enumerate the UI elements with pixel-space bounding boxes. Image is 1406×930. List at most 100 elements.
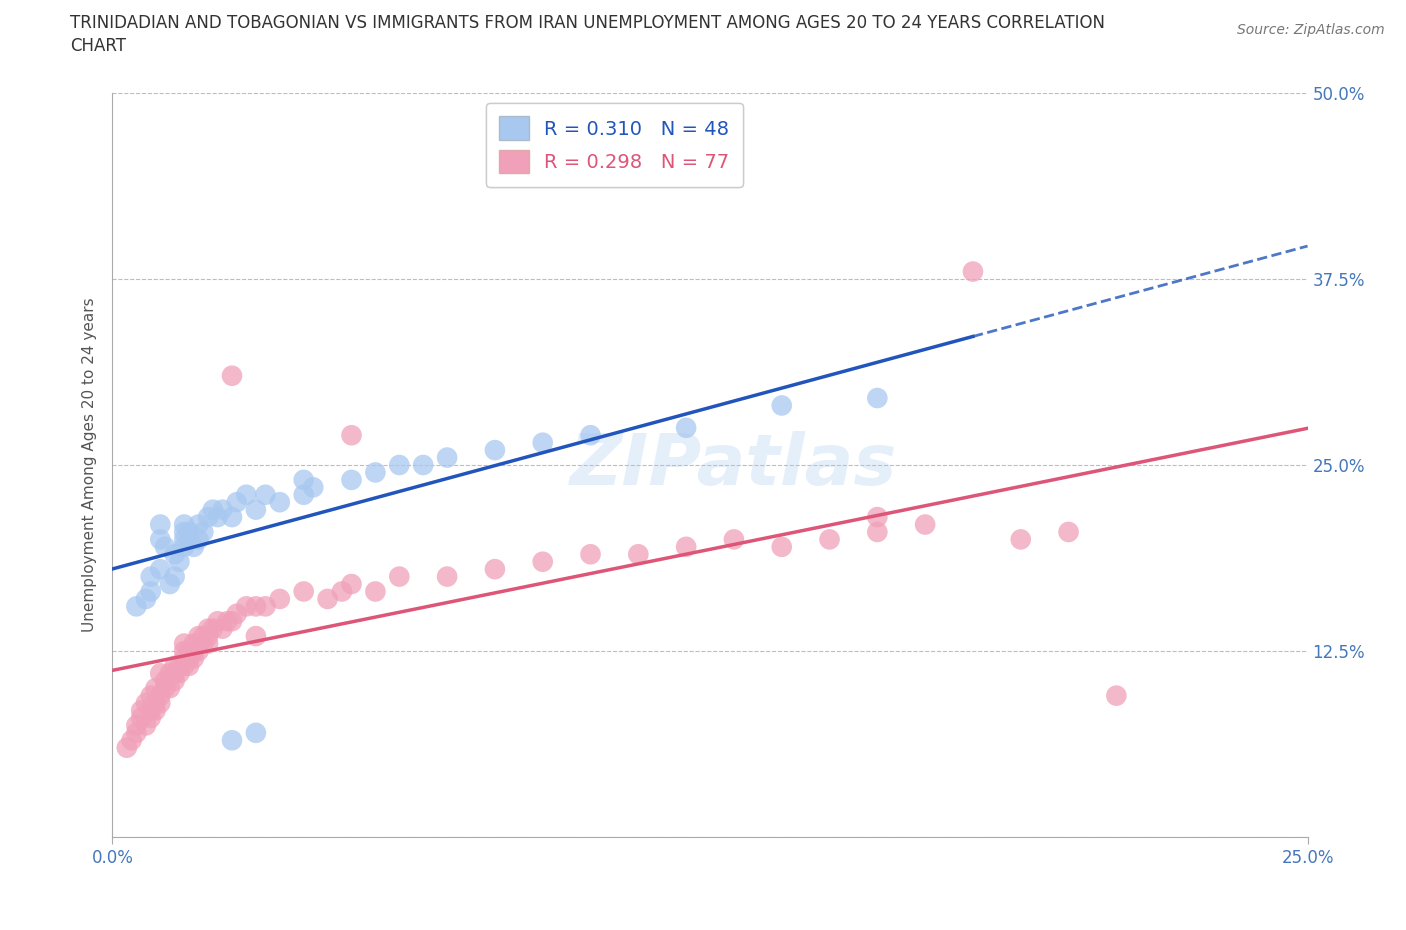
Point <box>866 391 889 405</box>
Point <box>193 525 215 539</box>
Point <box>149 696 172 711</box>
Point <box>187 629 209 644</box>
Point <box>163 569 186 584</box>
Point <box>163 666 186 681</box>
Point <box>169 666 191 681</box>
Point <box>149 688 172 703</box>
Point <box>193 636 215 651</box>
Point <box>292 472 315 487</box>
Point <box>135 718 157 733</box>
Point <box>173 658 195 673</box>
Point <box>145 703 167 718</box>
Point <box>139 688 162 703</box>
Point <box>173 517 195 532</box>
Point <box>340 428 363 443</box>
Point <box>125 599 148 614</box>
Point <box>173 636 195 651</box>
Point <box>245 629 267 644</box>
Point <box>149 562 172 577</box>
Point <box>269 591 291 606</box>
Point <box>579 428 602 443</box>
Point <box>221 368 243 383</box>
Point <box>627 547 650 562</box>
Point <box>292 487 315 502</box>
Point <box>163 547 186 562</box>
Point <box>254 599 277 614</box>
Point <box>149 666 172 681</box>
Point <box>292 584 315 599</box>
Point <box>129 703 152 718</box>
Point <box>388 458 411 472</box>
Point <box>914 517 936 532</box>
Point <box>770 539 793 554</box>
Point <box>723 532 745 547</box>
Point <box>221 733 243 748</box>
Text: ZIPatlas: ZIPatlas <box>571 431 897 499</box>
Point <box>1057 525 1080 539</box>
Point <box>484 562 506 577</box>
Point <box>436 569 458 584</box>
Point <box>135 696 157 711</box>
Point <box>149 517 172 532</box>
Point <box>388 569 411 584</box>
Point <box>187 532 209 547</box>
Point <box>197 636 219 651</box>
Point <box>1105 688 1128 703</box>
Point <box>125 725 148 740</box>
Point <box>197 621 219 636</box>
Point <box>235 599 257 614</box>
Text: TRINIDADIAN AND TOBAGONIAN VS IMMIGRANTS FROM IRAN UNEMPLOYMENT AMONG AGES 20 TO: TRINIDADIAN AND TOBAGONIAN VS IMMIGRANTS… <box>70 14 1105 32</box>
Point <box>579 547 602 562</box>
Point <box>187 517 209 532</box>
Point <box>183 539 205 554</box>
Point <box>866 525 889 539</box>
Point <box>145 696 167 711</box>
Point <box>340 472 363 487</box>
Point <box>197 510 219 525</box>
Text: CHART: CHART <box>70 37 127 55</box>
Point <box>245 725 267 740</box>
Point <box>187 644 209 658</box>
Point <box>139 584 162 599</box>
Point <box>245 502 267 517</box>
Point <box>211 502 233 517</box>
Point <box>115 740 138 755</box>
Point <box>1010 532 1032 547</box>
Point <box>139 711 162 725</box>
Point <box>177 644 200 658</box>
Point <box>675 420 697 435</box>
Point <box>225 606 247 621</box>
Point <box>221 510 243 525</box>
Point <box>235 487 257 502</box>
Point <box>197 629 219 644</box>
Point <box>207 510 229 525</box>
Point <box>187 636 209 651</box>
Point <box>159 681 181 696</box>
Y-axis label: Unemployment Among Ages 20 to 24 years: Unemployment Among Ages 20 to 24 years <box>82 298 97 632</box>
Point <box>531 554 554 569</box>
Point <box>177 525 200 539</box>
Point <box>169 658 191 673</box>
Point <box>135 591 157 606</box>
Point <box>183 636 205 651</box>
Point <box>330 584 353 599</box>
Point <box>201 621 224 636</box>
Point <box>159 577 181 591</box>
Point <box>173 644 195 658</box>
Point <box>531 435 554 450</box>
Point <box>436 450 458 465</box>
Point <box>221 614 243 629</box>
Point <box>173 532 195 547</box>
Point <box>153 681 176 696</box>
Point <box>183 651 205 666</box>
Point <box>193 629 215 644</box>
Point <box>121 733 143 748</box>
Point <box>201 502 224 517</box>
Point <box>866 510 889 525</box>
Point <box>163 658 186 673</box>
Point <box>269 495 291 510</box>
Point <box>675 539 697 554</box>
Text: Source: ZipAtlas.com: Source: ZipAtlas.com <box>1237 23 1385 37</box>
Point <box>145 681 167 696</box>
Point <box>139 569 162 584</box>
